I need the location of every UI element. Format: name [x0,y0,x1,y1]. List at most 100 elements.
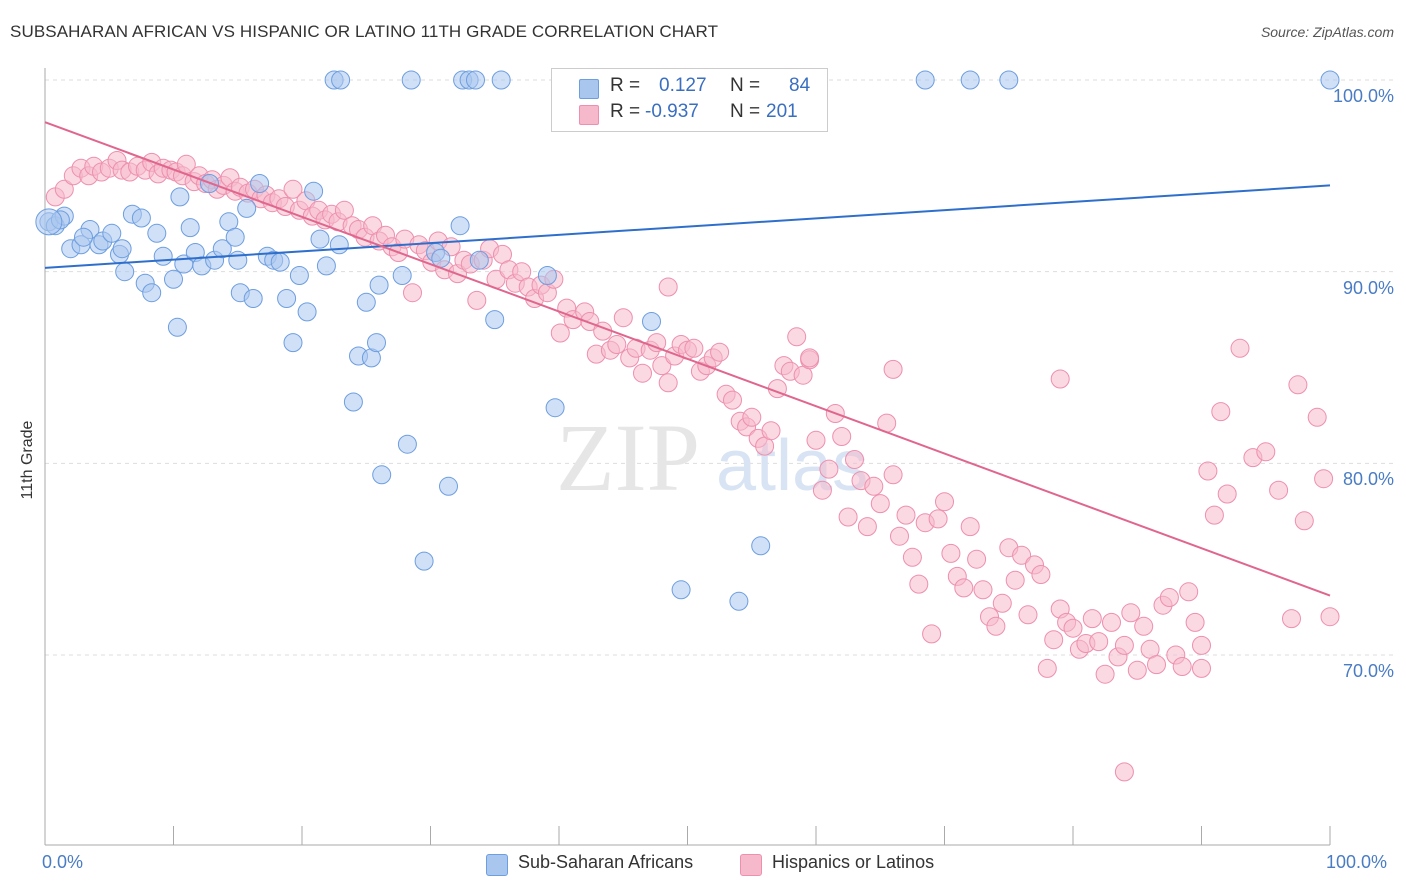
hispanic-point [1185,612,1205,632]
hispanic-point [723,390,742,410]
hispanic-point [954,578,974,598]
hispanic-trend-line [44,121,1331,597]
hispanic-point [896,505,916,525]
series-legend: Sub-Saharan Africans Hispanics or Latino… [0,852,1406,878]
hispanic-point [1307,407,1327,427]
hispanic-point [607,335,627,354]
legend-n-value: 201 [766,101,798,122]
y-axis-label: 11th Grade [19,420,36,500]
y-tick-label: 100.0% [1332,86,1394,106]
subsaharan-point [372,465,392,485]
axes [44,68,1331,846]
subsaharan-point [250,174,270,193]
legend-n-value: 84 [789,75,811,96]
hispanic-point [1179,582,1199,602]
hispanic-point [1005,570,1025,590]
subsaharan-point [642,312,661,331]
x-tick-label-max: 100.0% [1326,852,1388,872]
subsaharan-point [999,70,1019,90]
subsaharan-point [164,269,183,289]
subsaharan-point [142,283,162,303]
subsaharan-point [243,289,263,308]
hispanic-point [710,342,730,362]
hispanic-point [1127,660,1147,680]
hispanic-point [928,509,948,529]
subsaharan-point [671,580,691,600]
hispanic-point [54,179,74,199]
subsaharan-point [289,266,309,285]
chart-title: SUBSAHARAN AFRICAN VS HISPANIC OR LATINO… [10,22,719,41]
y-tick-label: 80.0% [1342,469,1394,490]
hispanic-point [613,308,633,328]
subsaharan-point [74,227,93,247]
hispanic-point [806,430,826,450]
hispanic-point [1082,609,1102,629]
series-swatch-blue [486,854,508,876]
hispanic-point [967,549,987,569]
hispanic-point [761,421,781,441]
hispanic-point [467,290,487,310]
subsaharan-point [153,246,173,266]
subsaharan-point [397,434,417,454]
subsaharan-point [356,292,376,312]
subsaharan-point [369,275,389,295]
hispanic-point [1012,545,1032,565]
subsaharan-point [112,239,132,259]
hispanic-point [812,480,832,500]
subsaharan-point [283,333,303,353]
hispanic-point [960,517,980,537]
hispanic-point [1102,612,1121,632]
subsaharan-point [414,551,434,571]
hispanic-point [909,574,929,594]
hispanic-point [742,407,762,427]
subsaharan-point [310,229,330,249]
subsaharan-point [277,289,297,308]
hispanic-point [1037,658,1057,678]
hispanic-point [1204,505,1224,525]
hispanic-point [1114,762,1134,782]
hispanic-point [1192,635,1211,655]
subsaharan-point [237,198,257,218]
hispanic-point [838,507,858,527]
hispanic-point [800,348,820,368]
legend-r-label: R = [610,101,641,122]
subsaharan-point [102,223,122,243]
subsaharan-point [35,208,63,236]
subsaharan-point [392,266,412,285]
hispanic-point [1230,338,1250,358]
hispanic-point [1314,469,1334,489]
subsaharan-point [401,70,421,90]
hispanic-point [1134,616,1154,636]
subsaharan-point [329,235,349,255]
hispanic-point [1147,655,1166,675]
hispanic-point [1050,369,1070,389]
hispanic-point [890,526,909,546]
legend-r-label: R = [610,75,641,96]
y-tick-label: 70.0% [1342,661,1394,681]
hispanic-point [1294,511,1314,531]
subsaharan-point [485,310,505,330]
subsaharan-point [466,70,485,90]
hispanic-point [403,283,422,303]
hispanic-point [1256,442,1276,462]
hispanic-point [1121,603,1141,623]
series-swatch-pink [740,854,762,876]
hispanic-point [1198,461,1218,481]
legend-swatch-blue [579,79,599,99]
hispanic-point [1320,607,1340,627]
hispanic-point [1063,618,1083,638]
correlation-legend: R = 0.127 N = 84 R = -0.937 N = 201 [551,68,828,132]
y-tick-label: 90.0% [1342,277,1394,298]
hispanic-point [1269,480,1289,500]
subsaharan-point [297,302,317,322]
hispanic-point [870,494,890,514]
hispanic-point [1031,565,1051,584]
subsaharan-point [545,398,565,418]
subsaharan-point [367,333,386,353]
hispanic-point [864,476,884,496]
hispanic-point [550,323,570,343]
hispanic-point [832,427,852,446]
series-legend-label: Hispanics or Latinos [772,852,935,872]
hispanic-point [986,616,1006,636]
subsaharan-point [167,317,187,337]
